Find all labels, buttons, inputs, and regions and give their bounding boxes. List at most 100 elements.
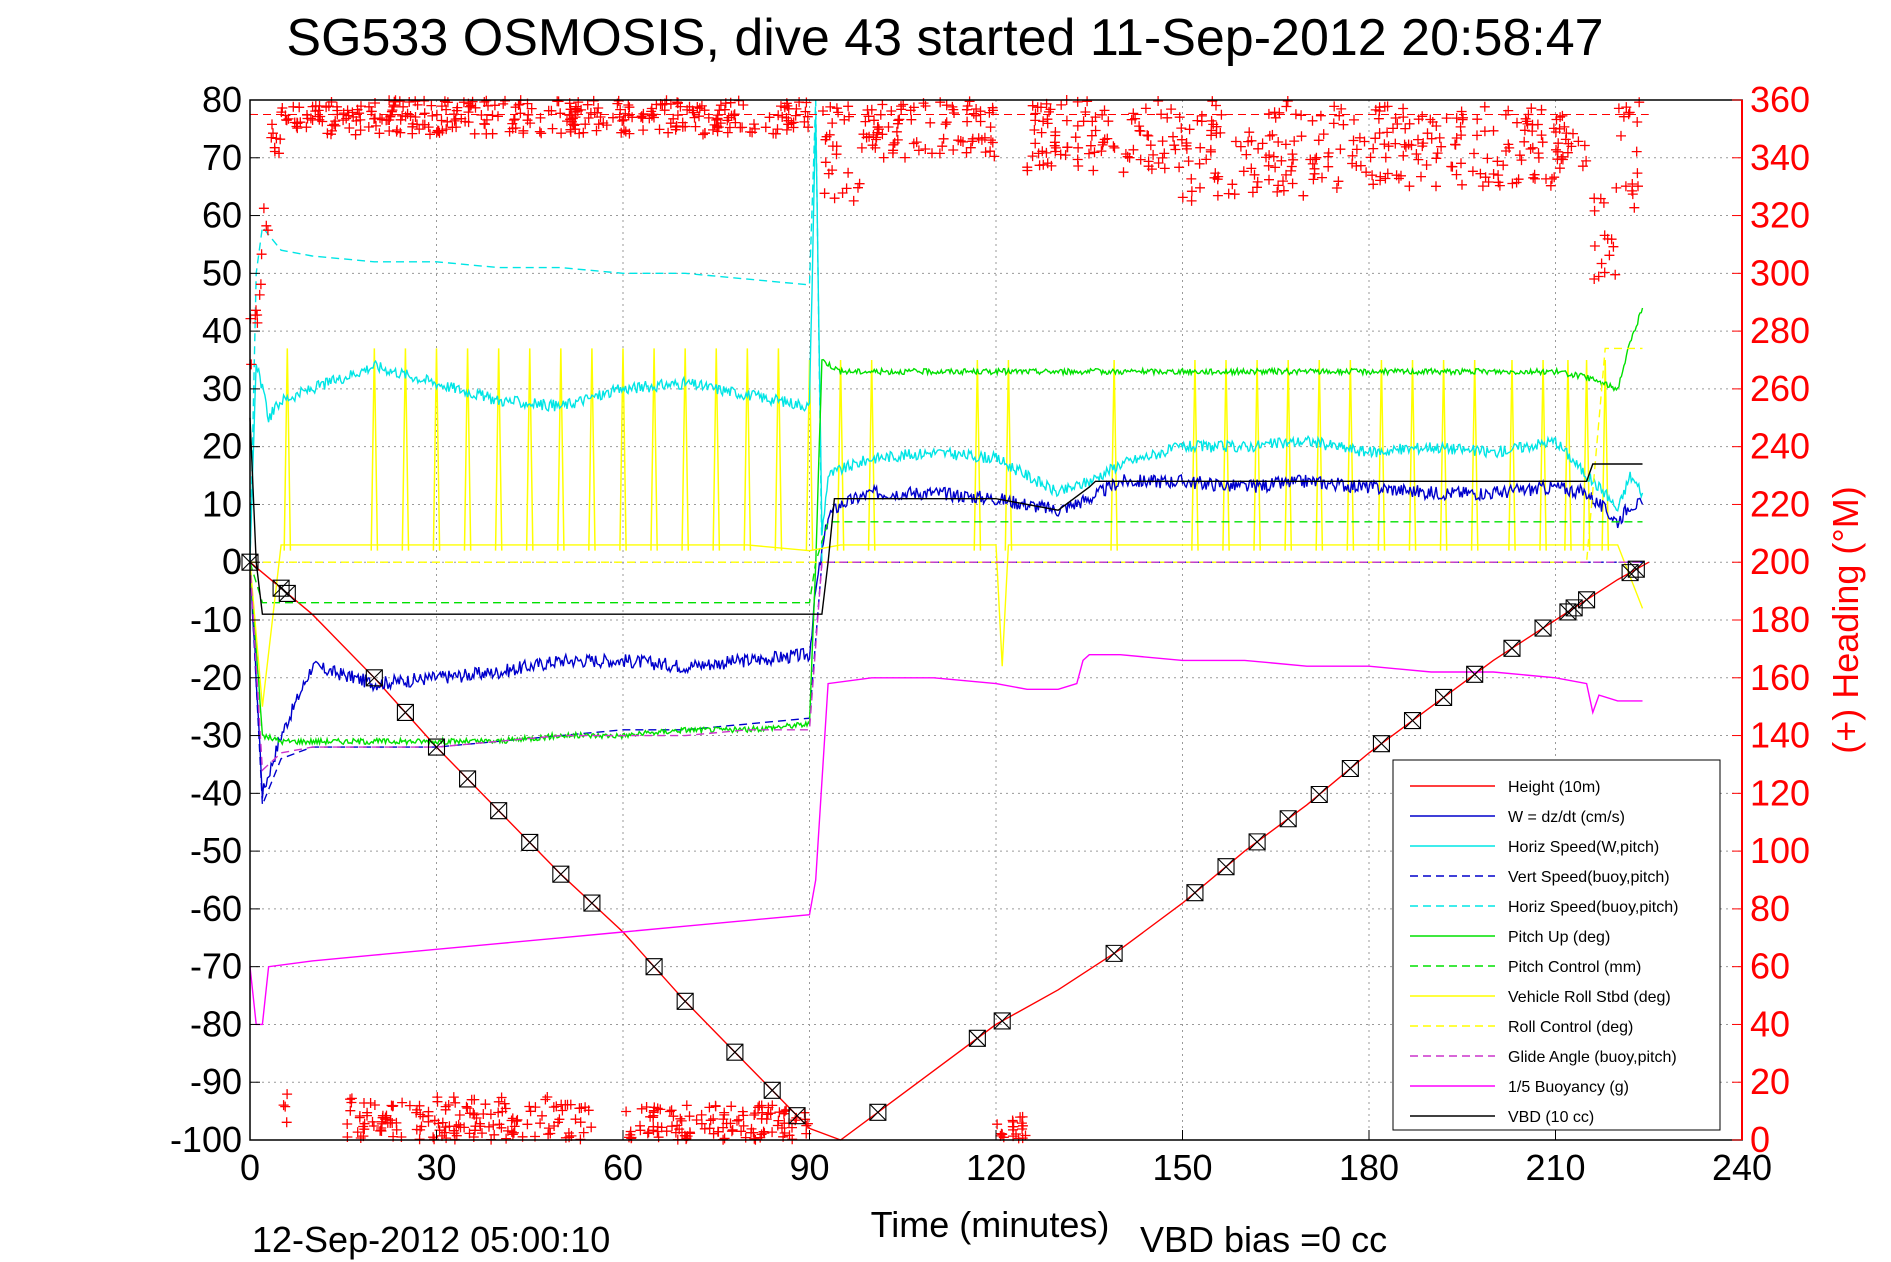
heading-marker <box>545 1128 556 1139</box>
heading-marker <box>1559 121 1570 132</box>
heading-marker <box>732 1115 742 1126</box>
heading-marker <box>1308 174 1319 185</box>
heading-marker <box>1413 134 1423 145</box>
heading-marker <box>534 126 545 137</box>
heading-marker <box>593 103 604 113</box>
heading-marker <box>1227 179 1238 190</box>
heading-marker <box>454 1110 465 1120</box>
heading-marker <box>1176 123 1187 134</box>
heading-marker <box>1627 179 1638 189</box>
heading-marker <box>1541 173 1551 184</box>
heading-marker <box>755 1132 766 1143</box>
heading-marker <box>1557 151 1568 162</box>
heading-marker <box>1205 144 1216 155</box>
heading-marker <box>958 136 968 147</box>
heading-marker <box>1156 109 1167 120</box>
heading-marker <box>1215 127 1226 138</box>
depth-point-marker <box>993 1012 1011 1030</box>
heading-marker <box>1206 125 1217 136</box>
y-tick-label: 70 <box>202 137 242 178</box>
heading-marker <box>288 101 299 112</box>
heading-marker <box>508 115 519 125</box>
heading-marker <box>941 117 952 128</box>
heading-marker <box>1269 107 1280 118</box>
series-line <box>249 473 1644 799</box>
heading-marker <box>740 1132 751 1143</box>
depth-point-marker <box>521 833 539 851</box>
heading-marker <box>1037 146 1048 157</box>
heading-marker <box>1061 115 1072 126</box>
heading-marker <box>800 106 811 117</box>
heading-marker <box>698 129 708 140</box>
x-tick-label: 240 <box>1712 1147 1772 1188</box>
heading-marker <box>1568 128 1578 139</box>
heading-marker <box>1604 250 1615 261</box>
heading-marker <box>1128 144 1139 155</box>
heading-marker <box>439 96 450 107</box>
heading-marker <box>461 1101 472 1112</box>
heading-marker <box>463 117 474 128</box>
heading-marker <box>1030 138 1041 149</box>
heading-marker <box>1593 271 1604 282</box>
legend-label: Roll Control (deg) <box>1508 1019 1633 1036</box>
heading-marker <box>1479 101 1490 112</box>
heading-marker <box>746 1127 756 1138</box>
heading-marker <box>1347 150 1358 161</box>
heading-marker <box>1307 115 1318 126</box>
heading-marker <box>1317 172 1327 183</box>
heading-marker <box>363 122 374 132</box>
heading-marker <box>714 105 725 116</box>
heading-marker <box>648 1121 659 1132</box>
heading-marker <box>1421 160 1432 170</box>
heading-marker <box>1551 144 1561 155</box>
heading-marker <box>564 110 575 121</box>
heading-marker <box>1348 135 1359 146</box>
heading-marker <box>514 99 525 110</box>
heading-marker <box>1359 136 1370 147</box>
heading-marker <box>278 1100 289 1111</box>
y2-tick-label: 100 <box>1750 830 1810 871</box>
heading-marker <box>1379 139 1390 150</box>
heading-marker <box>578 1127 589 1138</box>
heading-marker <box>1632 168 1643 179</box>
heading-marker <box>522 1119 533 1130</box>
heading-marker <box>365 1098 376 1108</box>
depth-point-marker <box>583 894 601 912</box>
heading-marker <box>1434 132 1445 143</box>
heading-marker <box>493 1096 504 1107</box>
heading-marker <box>1367 170 1378 181</box>
heading-marker <box>1153 158 1164 168</box>
heading-marker <box>1169 140 1180 151</box>
heading-marker <box>724 122 735 133</box>
heading-marker <box>1432 148 1443 159</box>
y-tick-label: -60 <box>190 888 242 929</box>
depth-point-marker <box>1372 735 1390 753</box>
heading-marker <box>400 111 411 122</box>
heading-marker <box>458 97 469 108</box>
depth-point-marker <box>726 1043 744 1061</box>
heading-marker <box>1382 168 1393 179</box>
heading-marker <box>342 1119 353 1129</box>
heading-marker <box>423 122 434 133</box>
heading-marker <box>1519 125 1530 136</box>
heading-marker <box>515 108 526 119</box>
heading-marker <box>547 123 558 134</box>
y-tick-label: 20 <box>202 426 242 467</box>
heading-marker <box>441 1133 452 1144</box>
heading-marker <box>1436 141 1447 152</box>
depth-point-marker <box>365 669 383 687</box>
heading-marker <box>1398 112 1409 123</box>
heading-marker <box>689 112 700 123</box>
heading-marker <box>1088 165 1099 176</box>
heading-marker <box>1451 169 1462 180</box>
heading-marker <box>1042 114 1053 125</box>
roll-spike <box>1539 359 1547 551</box>
heading-marker <box>979 132 990 143</box>
heading-marker <box>1146 164 1157 175</box>
heading-marker <box>1451 133 1462 143</box>
heading-marker <box>1050 142 1061 153</box>
heading-marker <box>718 1122 729 1133</box>
heading-marker <box>470 1121 481 1132</box>
heading-marker <box>276 107 287 118</box>
heading-marker <box>565 114 576 125</box>
